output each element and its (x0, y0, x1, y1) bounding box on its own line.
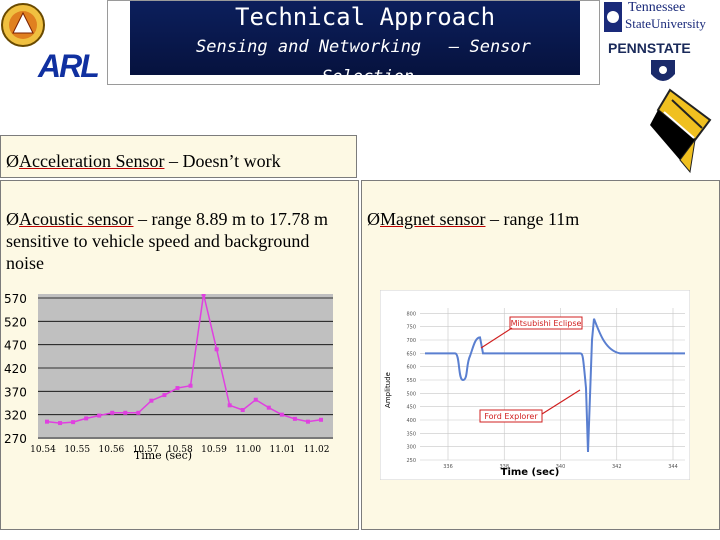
acoustic-data-point (110, 410, 115, 415)
acoustic-data-point (292, 416, 297, 421)
acoustic-x-tick-label: 10.59 (201, 445, 227, 455)
slide-title: Technical Approach (235, 3, 496, 31)
acoustic-data-point (162, 393, 167, 398)
acoustic-data-point (58, 421, 63, 426)
magnet-x-tick-label: 344 (668, 464, 678, 470)
magnet-x-tick-label: 338 (499, 464, 509, 470)
magnet-y-tick-label: 700 (406, 338, 416, 344)
magnet-y-tick-label: 600 (406, 365, 416, 371)
acoustic-y-tick-label: 420 (4, 362, 27, 376)
pennstate-wordmark: PENNSTATE (608, 40, 691, 56)
acoustic-y-tick-label: 470 (4, 339, 27, 353)
acoustic-data-point (253, 397, 258, 402)
ford-arrow (541, 389, 581, 415)
magnet-y-tick-label: 500 (406, 391, 416, 397)
acoustic-data-point (84, 416, 89, 421)
magnet-series-line (425, 318, 685, 453)
header-banner: Technical Approach Sensing and Networkin… (107, 0, 600, 85)
acoustic-data-point (214, 347, 219, 352)
acoustic-x-tick-label: 10.54 (30, 445, 56, 455)
university-seal-icon (1, 3, 45, 47)
magnet-y-tick-label: 550 (406, 378, 416, 384)
pennstate-shield-icon (651, 60, 675, 81)
acoustic-data-point (136, 410, 141, 415)
magnet-y-tick-label: 300 (406, 445, 416, 451)
magnet-y-axis-label: Amplitude (384, 372, 392, 408)
acceleration-sensor-label: Acceleration Sensor (19, 151, 165, 171)
acoustic-data-point (305, 419, 310, 424)
tsu-logo-icon (604, 2, 622, 32)
acoustic-y-tick-label: 270 (4, 432, 27, 446)
acoustic-data-point (201, 294, 206, 297)
acoustic-data-point (149, 398, 154, 403)
acoustic-chart: 570 520 470 420 370 320 270 10.54 10.55 10.56 10.… (4, 294, 333, 462)
magnet-y-tick-label: 800 (406, 311, 416, 317)
tsu-name-line2: StateUniversity (625, 16, 706, 31)
right-logos: Tennessee StateUniversity PENNSTATE (600, 0, 720, 90)
magnet-x-axis-label: Time (sec) (501, 467, 560, 478)
acceleration-sensor-desc: – Doesn’t work (164, 151, 281, 171)
acoustic-x-tick-label: 10.55 (64, 445, 90, 455)
magnet-x-tick-label: 342 (612, 464, 622, 470)
acoustic-data-point (175, 386, 180, 391)
acoustic-y-tick-label: 520 (4, 315, 27, 329)
acoustic-data-point (71, 420, 76, 425)
mitsubishi-arrow (480, 327, 513, 349)
acoustic-data-point (319, 417, 323, 422)
magnet-y-tick-label: 350 (406, 431, 416, 437)
magnet-sensor-label: Magnet sensor (380, 209, 486, 229)
magnet-x-tick-label: 336 (443, 464, 453, 470)
mitsubishi-annotation: Mitsubishi Eclipse (511, 319, 582, 328)
slide-subtitle-continued: Selection (322, 67, 414, 75)
acceleration-bullet: ØAcceleration Sensor – Doesn’t work (6, 150, 281, 172)
acoustic-sensor-desc: – range 8.89 m to 17.78 m sensitive to v… (6, 209, 328, 273)
magnet-sensor-desc: – range 11m (485, 209, 580, 229)
magnet-x-tick-label: 340 (556, 464, 566, 470)
magnet-y-tick-label: 750 (406, 325, 416, 331)
acoustic-data-point (227, 403, 232, 408)
magnet-bullet: ØMagnet sensor – range 11m (367, 208, 579, 230)
slide-subtitle: Sensing and Networking (196, 37, 422, 57)
mitsubishi-annotation-box (509, 316, 583, 330)
bullet-arrow-icon: Ø (6, 209, 19, 229)
tsu-name-line1: Tennessee (628, 0, 686, 15)
acceleration-sensor-box: ØAcceleration Sensor – Doesn’t work (0, 135, 357, 178)
acoustic-series-line (46, 294, 322, 424)
acoustic-data-point (97, 413, 102, 418)
acoustic-x-axis-label: Time (sec) (134, 449, 192, 462)
acoustic-x-tick-label: 11.02 (304, 445, 330, 455)
pen-icon (650, 88, 712, 174)
magnet-y-tick-label: 250 (406, 458, 416, 464)
magnet-chart: 800 750 700 650 600 550 500 450 400 350 300 250 336… (380, 290, 690, 480)
acoustic-data-point (188, 383, 193, 388)
magnet-y-tick-label: 450 (406, 405, 416, 411)
header-panel: Technical Approach Sensing and Networkin… (130, 1, 580, 75)
magnet-y-tick-label: 400 (406, 418, 416, 424)
bullet-arrow-icon: Ø (6, 151, 19, 171)
acoustic-x-tick-label: 10.56 (99, 445, 125, 455)
acoustic-x-tick-label: 11.01 (270, 445, 296, 455)
acoustic-y-tick-label: 570 (4, 294, 27, 306)
magnet-y-tick-label: 650 (406, 351, 416, 357)
arl-logo: ARL (38, 48, 100, 84)
acoustic-x-tick-label: 11.00 (235, 445, 261, 455)
acoustic-data-point (240, 408, 245, 412)
acoustic-y-tick-label: 320 (4, 409, 27, 423)
bullet-arrow-icon: Ø (367, 209, 380, 229)
acoustic-data-point (123, 410, 128, 415)
left-logos: ARL (0, 0, 105, 90)
acoustic-x-tick-label: 10.58 (167, 445, 193, 455)
slide-subtitle-right: – Sensor (449, 37, 531, 57)
acoustic-data-point (279, 412, 284, 417)
ford-annotation: Ford Explorer (484, 412, 538, 421)
acoustic-data-point (45, 419, 49, 424)
acoustic-sensor-label: Acoustic sensor (19, 209, 134, 229)
acoustic-data-point (266, 405, 271, 410)
acoustic-y-tick-label: 370 (4, 385, 27, 399)
acoustic-x-tick-label: 10.57 (133, 445, 159, 455)
ford-annotation-box (479, 409, 543, 423)
acoustic-bullet: ØAcoustic sensor – range 8.89 m to 17.78… (6, 208, 336, 274)
